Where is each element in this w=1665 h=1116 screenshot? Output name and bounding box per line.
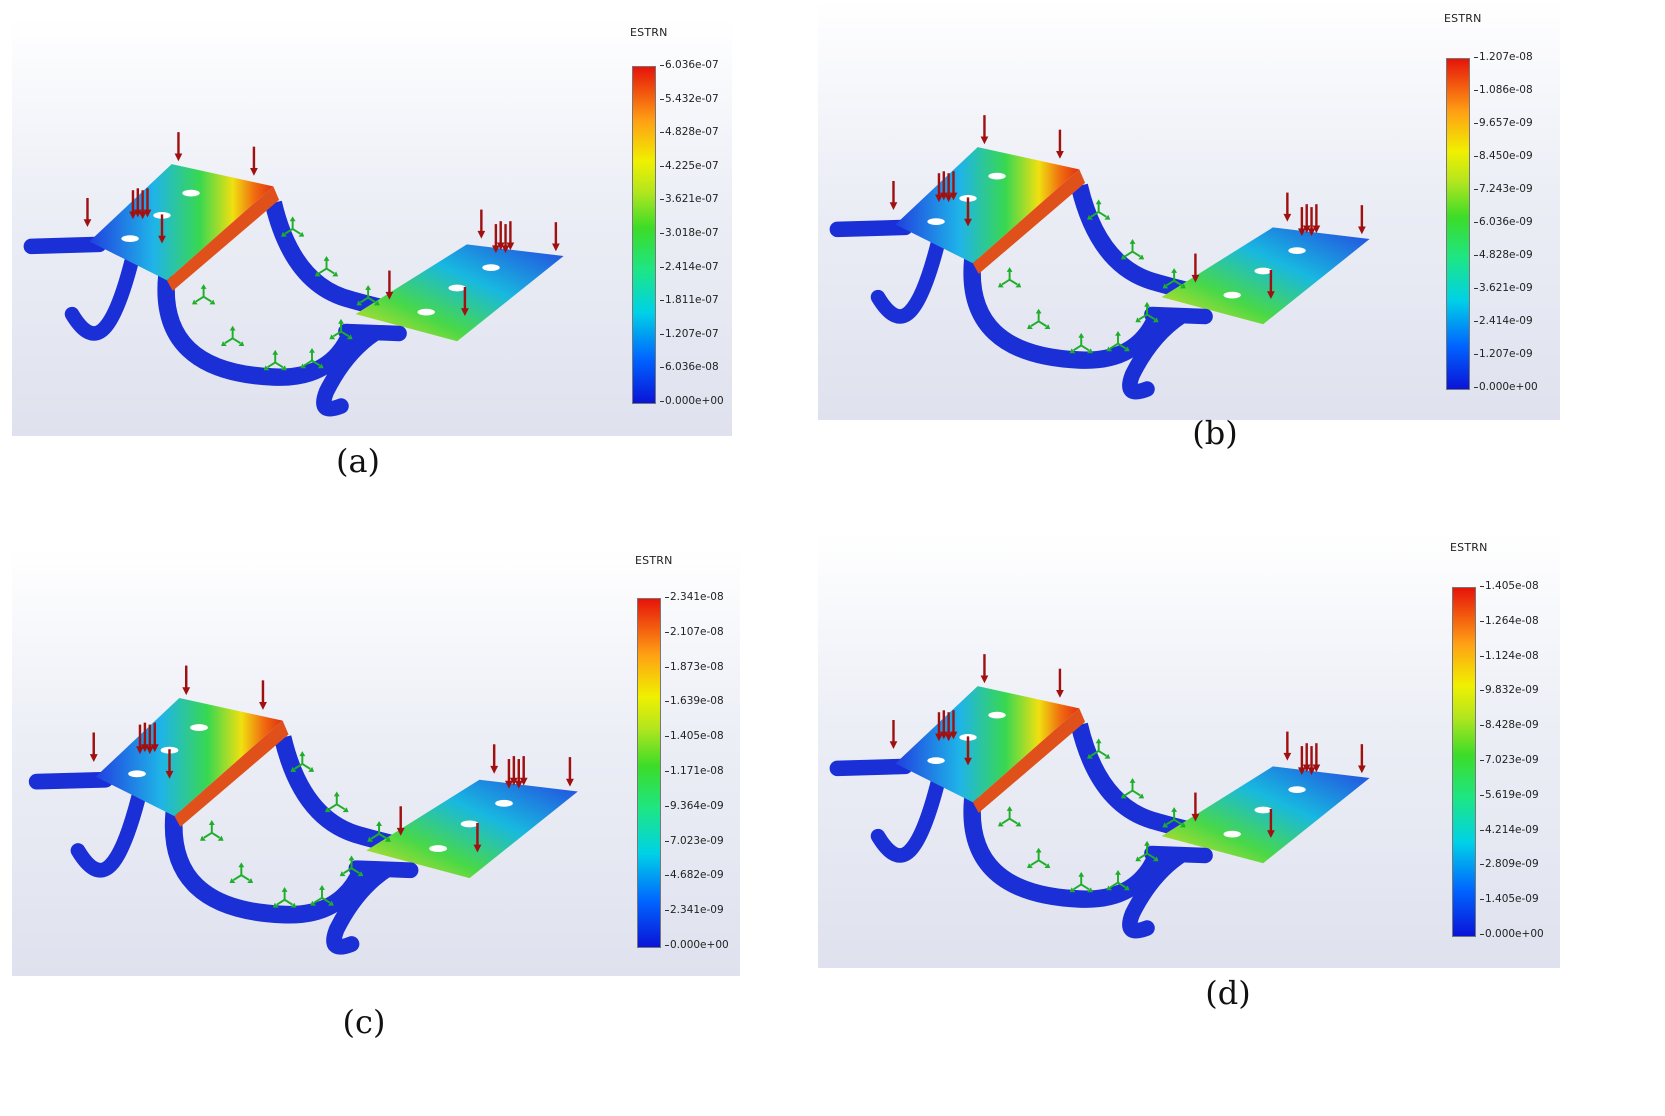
legend-colorbar bbox=[632, 66, 656, 404]
simulation-view: ESTRN 2.341e-08 2.107e-08 1.873e-08 1.639e-0… bbox=[12, 548, 740, 976]
legend-title: ESTRN bbox=[1444, 12, 1482, 25]
legend-tick-label: 0.000e+00 bbox=[665, 939, 729, 951]
legend-tick-label: 3.621e-07 bbox=[660, 193, 719, 206]
legend-tick-label: 4.682e-09 bbox=[665, 869, 724, 882]
legend-tick-label: 9.364e-09 bbox=[665, 799, 724, 812]
legend-tick-label: 5.619e-09 bbox=[1480, 788, 1539, 801]
legend-tick-label: 1.264e-08 bbox=[1480, 614, 1539, 627]
legend-tick-label: 6.036e-08 bbox=[660, 361, 719, 374]
panel-c: ESTRN 2.341e-08 2.107e-08 1.873e-08 1.639e-0… bbox=[12, 548, 740, 1048]
legend-colorbar bbox=[1446, 58, 1470, 390]
legend-tick-label: 6.036e-07 bbox=[660, 59, 719, 71]
legend-tick-label: 6.036e-09 bbox=[1474, 216, 1533, 228]
fea-model-render bbox=[23, 130, 564, 417]
legend-tick-label: 8.428e-09 bbox=[1480, 719, 1539, 732]
panel-caption: (a) bbox=[335, 442, 381, 480]
legend-tick-label: 4.828e-07 bbox=[660, 126, 719, 139]
legend-tick-label: 2.414e-09 bbox=[1474, 315, 1533, 327]
legend-title: ESTRN bbox=[635, 554, 673, 567]
legend-tick-label: 7.023e-09 bbox=[665, 834, 724, 847]
panel-caption: (d) bbox=[1205, 974, 1251, 1012]
legend-tick-label: 1.873e-08 bbox=[665, 660, 724, 673]
legend-tick-label: 4.828e-09 bbox=[1474, 249, 1533, 261]
legend-tick-label: 1.207e-07 bbox=[660, 327, 719, 340]
legend-tick-label: 2.341e-08 bbox=[665, 591, 724, 603]
legend-tick-label: 1.207e-08 bbox=[1474, 51, 1533, 63]
fea-model-render bbox=[28, 664, 578, 955]
legend-title: ESTRN bbox=[1450, 541, 1488, 554]
legend-tick-label: 8.450e-09 bbox=[1474, 150, 1533, 162]
simulation-view: ESTRN 1.405e-08 1.264e-08 1.124e-08 9.832e-0… bbox=[818, 533, 1560, 968]
legend-tick-label: 1.171e-08 bbox=[665, 765, 724, 777]
legend-tick-label: 1.207e-09 bbox=[1474, 348, 1533, 360]
legend-title: ESTRN bbox=[630, 26, 668, 39]
legend-tick-label: 4.214e-09 bbox=[1480, 823, 1539, 836]
legend-tick-label: 2.341e-09 bbox=[665, 904, 724, 917]
panel-caption: (b) bbox=[1192, 414, 1238, 452]
legend-tick-label: 2.107e-08 bbox=[665, 625, 724, 638]
panel-a: ESTRN 6.036e-07 5.432e-07 4.828e-07 4.225e-0… bbox=[12, 18, 732, 488]
legend-tick-label: 2.809e-09 bbox=[1480, 858, 1539, 871]
legend-tick-label: 0.000e+00 bbox=[1480, 928, 1544, 940]
fea-model-render bbox=[829, 652, 1370, 939]
legend-colorbar bbox=[637, 598, 661, 948]
legend-tick-label: 1.124e-08 bbox=[1480, 649, 1539, 662]
legend-tick-label: 3.018e-07 bbox=[660, 227, 719, 239]
legend-tick-label: 1.405e-08 bbox=[1480, 580, 1539, 592]
legend-tick-label: 4.225e-07 bbox=[660, 159, 719, 172]
simulation-view: ESTRN 6.036e-07 5.432e-07 4.828e-07 4.225e-0… bbox=[12, 18, 732, 436]
legend-tick-label: 1.639e-08 bbox=[665, 695, 724, 708]
panel-b: ESTRN 1.207e-08 1.086e-08 9.657e-09 8.450e-0… bbox=[818, 0, 1560, 470]
legend-tick-label: 2.414e-07 bbox=[660, 260, 719, 273]
legend-colorbar bbox=[1452, 587, 1476, 937]
panel-caption: (c) bbox=[342, 1003, 386, 1041]
legend-tick-label: 9.657e-09 bbox=[1474, 117, 1533, 129]
legend-tick-label: 5.432e-07 bbox=[660, 92, 719, 105]
legend-tick-label: 1.086e-08 bbox=[1474, 84, 1533, 96]
legend-tick-label: 0.000e+00 bbox=[1474, 381, 1538, 393]
simulation-view: ESTRN 1.207e-08 1.086e-08 9.657e-09 8.450e-0… bbox=[818, 0, 1560, 420]
legend-tick-label: 1.811e-07 bbox=[660, 294, 719, 307]
legend-tick-label: 0.000e+00 bbox=[660, 395, 724, 407]
legend-tick-label: 9.832e-09 bbox=[1480, 684, 1539, 697]
legend-tick-label: 3.621e-09 bbox=[1474, 282, 1533, 294]
legend-tick-label: 7.023e-09 bbox=[1480, 754, 1539, 766]
legend-tick-label: 1.405e-09 bbox=[1480, 893, 1539, 906]
legend-tick-label: 7.243e-09 bbox=[1474, 183, 1533, 195]
panel-d: ESTRN 1.405e-08 1.264e-08 1.124e-08 9.832e-0… bbox=[818, 533, 1560, 1033]
fea-model-render bbox=[829, 113, 1370, 400]
legend-tick-label: 1.405e-08 bbox=[665, 730, 724, 743]
